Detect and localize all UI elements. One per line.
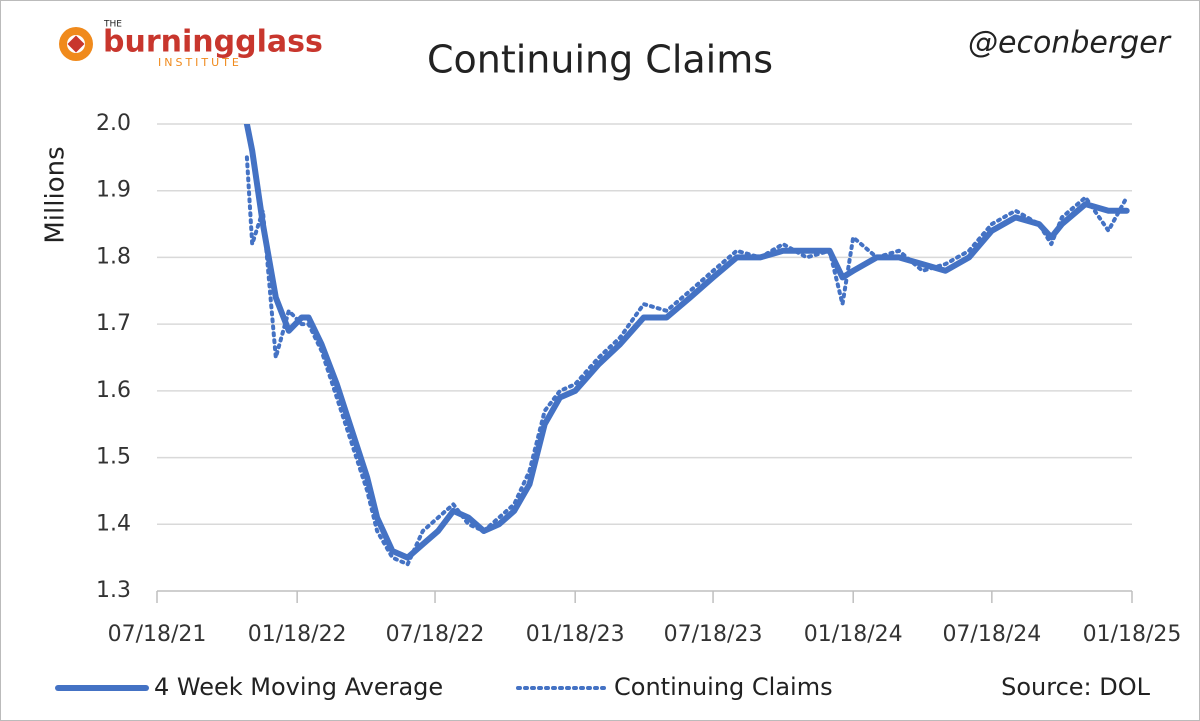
series-line <box>243 124 1130 561</box>
x-tick-label: 01/18/22 <box>248 622 347 647</box>
y-axis-label: Millions <box>41 146 71 243</box>
chart-title: Continuing Claims <box>427 38 773 82</box>
x-tick-label: 07/18/21 <box>108 622 207 647</box>
logo-name: burningglass <box>103 25 323 60</box>
x-tick-label: 07/18/22 <box>386 622 485 647</box>
y-tick-label: 1.7 <box>96 311 131 336</box>
logo-top: THE <box>103 20 122 30</box>
source: Source: DOL <box>1001 673 1151 701</box>
x-tick-label: 07/18/24 <box>942 622 1041 647</box>
y-tick-label: 1.4 <box>96 511 131 536</box>
y-tick-label: 1.6 <box>96 378 131 403</box>
x-tick-label: 01/18/25 <box>1083 622 1182 647</box>
y-tick-label: 2.0 <box>96 111 131 136</box>
handle: @econberger <box>968 26 1172 61</box>
logo-sub: INSTITUTE <box>158 56 242 69</box>
logo-icon <box>59 27 93 61</box>
legend-label: Continuing Claims <box>614 673 833 701</box>
legend-label: 4 Week Moving Average <box>154 673 443 701</box>
y-tick-label: 1.8 <box>96 244 131 269</box>
y-tick-label: 1.9 <box>96 178 131 203</box>
series-line <box>244 155 1129 567</box>
x-tick-label: 07/18/23 <box>664 622 763 647</box>
x-tick-label: 01/18/24 <box>804 622 903 647</box>
x-tick-label: 01/18/23 <box>526 622 625 647</box>
y-tick-label: 1.3 <box>96 578 131 603</box>
y-tick-label: 1.5 <box>96 445 131 470</box>
